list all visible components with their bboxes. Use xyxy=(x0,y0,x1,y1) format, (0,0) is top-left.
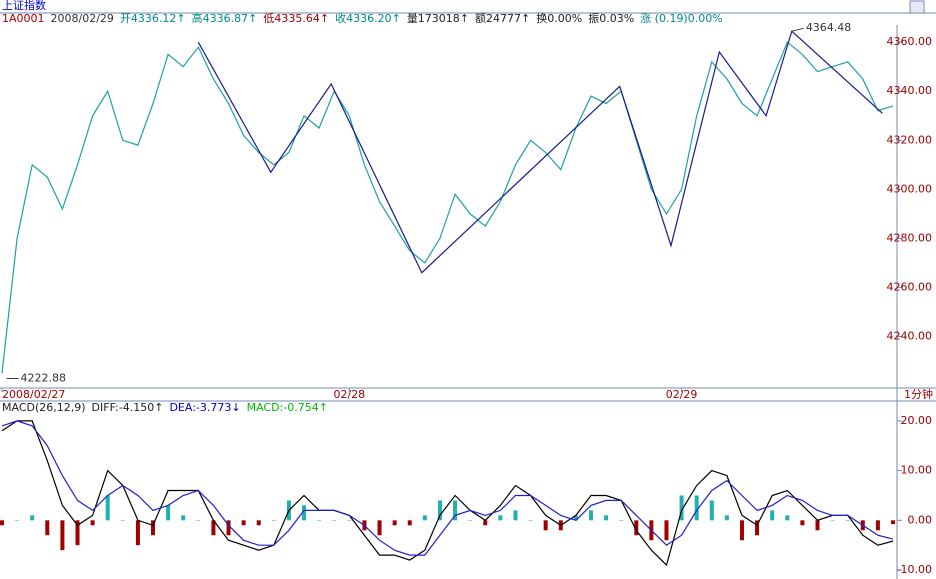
macd-bar xyxy=(181,515,186,521)
macd-bar xyxy=(407,520,412,526)
macd-bar xyxy=(604,515,609,521)
info-item: MACD:-0.754↑ xyxy=(247,401,328,414)
macd-bar xyxy=(0,520,4,526)
info-item: 额24777↑ xyxy=(475,12,530,25)
macd-bar xyxy=(120,520,125,521)
macd-bar xyxy=(830,520,835,521)
info-item: DEA:-3.773↓ xyxy=(169,401,240,414)
x-tick-label: 02/28 xyxy=(333,388,365,401)
macd-bar xyxy=(105,495,110,521)
y-tick-label: 4240.00 xyxy=(887,329,933,342)
period-label: 1分钟 xyxy=(904,387,933,401)
macd-bar xyxy=(347,520,352,521)
macd-bar xyxy=(135,520,140,546)
macd-bar xyxy=(755,520,760,536)
macd-bar xyxy=(679,495,684,521)
macd-bar xyxy=(241,520,246,526)
info-item: 振0.03% xyxy=(588,11,634,25)
macd-bar xyxy=(634,520,639,536)
trend-line xyxy=(197,30,883,274)
macd-bar xyxy=(528,520,533,521)
y-tick-label: 10.00 xyxy=(901,464,933,477)
macd-bar xyxy=(317,520,322,521)
annotation-leader xyxy=(791,27,804,32)
info-item: 收4336.20↑ xyxy=(335,11,401,25)
macd-bar xyxy=(256,520,261,526)
macd-bar xyxy=(800,520,805,526)
macd-bar xyxy=(75,520,80,546)
macd-bar xyxy=(543,520,548,531)
annotation: 4364.48 xyxy=(806,21,852,34)
macd-bar xyxy=(815,520,820,531)
info-item: 量173018↑ xyxy=(407,12,469,25)
info-item: 高4336.87↑ xyxy=(192,11,258,25)
macd-bar xyxy=(90,520,95,526)
macd-bar xyxy=(573,515,578,521)
macd-bar xyxy=(377,520,382,536)
macd-bar xyxy=(15,520,20,521)
macd-bar xyxy=(875,520,880,531)
diff-line xyxy=(1,420,894,567)
y-tick-label: 4280.00 xyxy=(887,231,933,244)
macd-bar xyxy=(619,520,624,521)
y-tick-label: 4300.00 xyxy=(887,182,933,195)
macd-bar xyxy=(196,520,201,521)
macd-bar xyxy=(785,515,790,521)
macd-bar xyxy=(513,510,518,521)
y-tick-label: 4260.00 xyxy=(887,280,933,293)
macd-bar xyxy=(30,515,35,521)
macd-bar xyxy=(588,510,593,521)
macd-bar xyxy=(45,520,50,536)
chart-title: 上证指数 xyxy=(2,0,46,12)
macd-bar xyxy=(271,520,276,521)
info-item: 涨 (0.19)0.00% xyxy=(640,12,723,25)
y-tick-label: -10.00 xyxy=(897,563,932,576)
x-tick-label: 2008/02/27 xyxy=(2,388,65,401)
info-item: MACD(26,12,9) xyxy=(2,401,86,414)
macd-bar xyxy=(739,520,744,541)
macd-bar xyxy=(437,500,442,521)
y-tick-label: 4340.00 xyxy=(887,84,933,97)
macd-bar xyxy=(891,520,895,525)
macd-bar xyxy=(302,505,307,521)
macd-bar xyxy=(166,505,171,521)
macd-bar xyxy=(332,520,337,521)
macd-bar xyxy=(845,520,850,521)
x-tick-label: 02/29 xyxy=(666,388,698,401)
price-line xyxy=(1,41,894,374)
info-item: DIFF:-4.150↑ xyxy=(92,401,164,414)
macd-bar xyxy=(453,500,458,521)
info-item: 换0.00% xyxy=(536,11,582,25)
macd-bar xyxy=(770,510,775,521)
annotation: 4222.88 xyxy=(21,371,67,384)
info-item: 开4336.12↑ xyxy=(120,12,186,25)
y-tick-label: 20.00 xyxy=(901,414,933,427)
macd-bar xyxy=(468,520,473,521)
window-icon[interactable] xyxy=(909,0,925,14)
y-tick-label: 4320.00 xyxy=(887,133,933,146)
macd-bar xyxy=(211,520,216,536)
info-item: 2008/02/29 xyxy=(51,12,114,25)
macd-bar xyxy=(392,520,397,526)
macd-bar xyxy=(664,520,669,541)
macd-bar xyxy=(151,520,156,536)
macd-bar xyxy=(226,520,231,536)
info-item: 低4335.64↑ xyxy=(263,12,329,25)
dea-line xyxy=(1,420,894,556)
macd-bar xyxy=(498,515,503,521)
macd-bar xyxy=(694,495,699,521)
macd-bar xyxy=(483,520,488,526)
macd-bar xyxy=(422,515,427,521)
info-item: 1A0001 xyxy=(2,12,45,25)
macd-bar xyxy=(709,500,714,521)
macd-bar xyxy=(724,515,729,521)
y-tick-label: 4360.00 xyxy=(887,35,933,48)
y-tick-label: 0.00 xyxy=(908,513,933,526)
macd-bar xyxy=(60,520,65,551)
